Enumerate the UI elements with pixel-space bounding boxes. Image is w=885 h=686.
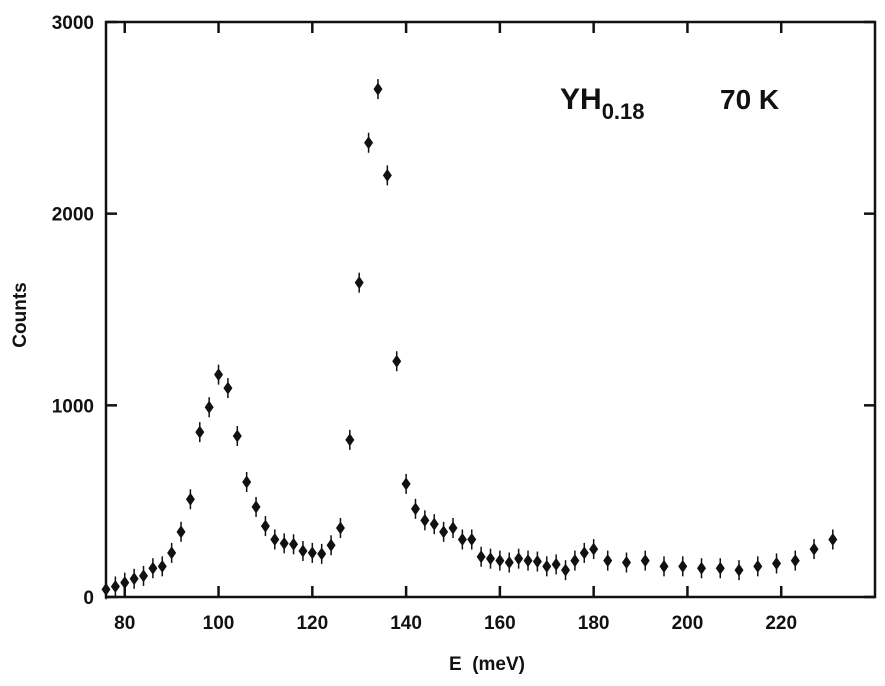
data-point xyxy=(532,551,542,572)
y-tick-label: 0 xyxy=(83,588,94,609)
data-point xyxy=(101,579,111,600)
data-point xyxy=(772,553,782,574)
data-point xyxy=(148,558,158,579)
data-point xyxy=(176,521,186,542)
data-point xyxy=(514,548,524,569)
x-tick-label: 220 xyxy=(765,613,797,634)
data-point xyxy=(589,539,599,560)
data-point xyxy=(326,535,336,556)
data-point xyxy=(345,429,355,450)
data-point xyxy=(551,554,561,575)
x-tick-label: 80 xyxy=(114,613,135,634)
plot-border xyxy=(104,20,877,599)
data-point xyxy=(270,529,280,550)
data-point xyxy=(401,473,411,494)
x-tick-label: 140 xyxy=(390,613,422,634)
data-point xyxy=(317,543,327,564)
plot-frame xyxy=(104,20,877,599)
data-point xyxy=(139,565,149,586)
data-point xyxy=(251,496,261,517)
data-point xyxy=(495,550,505,571)
data-point xyxy=(279,533,289,554)
data-point xyxy=(232,426,242,446)
y-tick-label: 3000 xyxy=(52,13,94,34)
data-point xyxy=(715,558,725,579)
data-point xyxy=(195,422,205,443)
x-tick-label: 120 xyxy=(296,613,328,634)
sample-annotation: YH0.18 xyxy=(560,83,645,124)
data-point xyxy=(298,541,308,561)
data-point xyxy=(289,534,299,555)
data-point xyxy=(364,132,374,153)
data-point xyxy=(561,560,571,581)
data-point xyxy=(420,510,430,531)
sample-formula: YH xyxy=(560,83,602,116)
x-tick-label: 160 xyxy=(484,613,516,634)
data-point xyxy=(523,550,533,571)
sample-subscript: 0.18 xyxy=(602,99,645,124)
data-point xyxy=(185,489,195,510)
data-point xyxy=(621,552,631,573)
data-point xyxy=(542,556,552,577)
x-tick-label: 200 xyxy=(672,613,704,634)
data-point xyxy=(410,498,420,519)
data-point xyxy=(570,550,580,571)
data-point xyxy=(504,552,514,573)
data-point xyxy=(790,550,800,571)
data-point xyxy=(603,550,613,571)
data-point xyxy=(753,556,763,577)
data-point xyxy=(110,576,120,597)
data-point xyxy=(457,529,467,550)
data-point xyxy=(429,514,439,535)
data-point xyxy=(392,351,402,372)
temperature-annotation: 70 K xyxy=(720,84,779,115)
data-point xyxy=(734,560,744,581)
x-axis-ticks: 80 100 120 140 160 180 200 220 xyxy=(114,22,797,634)
data-point xyxy=(373,79,383,100)
data-point xyxy=(335,518,345,538)
data-point xyxy=(659,556,669,577)
data-point xyxy=(260,516,270,537)
data-point xyxy=(354,272,364,293)
data-point xyxy=(439,521,449,542)
x-tick-label: 100 xyxy=(203,613,235,634)
data-point xyxy=(697,558,707,579)
data-point xyxy=(828,529,838,550)
data-point xyxy=(486,548,495,569)
data-point xyxy=(579,542,589,563)
x-tick-label: 180 xyxy=(578,613,610,634)
data-point xyxy=(809,539,819,560)
y-axis-ticks: 0 1000 2000 3000 xyxy=(52,13,875,609)
x-axis-label: E (meV) xyxy=(449,654,525,675)
data-point xyxy=(307,542,317,563)
data-point xyxy=(242,472,252,492)
data-point xyxy=(448,518,458,538)
y-tick-label: 1000 xyxy=(52,396,94,417)
data-point xyxy=(167,542,177,563)
data-points xyxy=(101,79,838,600)
data-point xyxy=(467,529,477,550)
y-tick-label: 2000 xyxy=(52,205,94,226)
data-point xyxy=(678,556,688,577)
data-point xyxy=(129,568,139,589)
data-point xyxy=(214,364,224,385)
data-point xyxy=(120,572,130,593)
data-point xyxy=(640,550,650,571)
data-point xyxy=(223,378,233,399)
data-point xyxy=(157,556,167,577)
data-point xyxy=(382,165,392,186)
data-point xyxy=(476,546,486,567)
y-axis-label: Counts xyxy=(10,282,31,347)
data-point xyxy=(204,397,214,418)
